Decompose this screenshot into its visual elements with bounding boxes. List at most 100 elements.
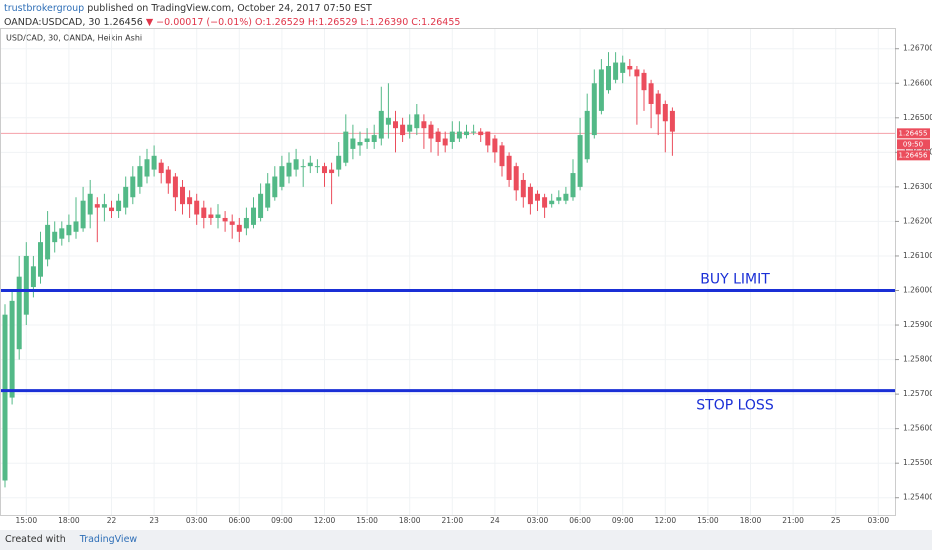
candle-body: [66, 224, 72, 236]
y-tick-label: 1.26600: [903, 78, 932, 87]
level-label: BUY LIMIT: [700, 271, 770, 287]
candle-body: [549, 200, 555, 205]
author[interactable]: trustbrokergroup: [4, 3, 85, 14]
candle-body: [187, 197, 193, 205]
candle-body: [307, 162, 313, 167]
candle-body: [669, 110, 675, 132]
y-tick-label: 1.26200: [903, 216, 932, 225]
y-tick-label: 1.26300: [903, 182, 932, 191]
footer: Created with TradingView: [0, 530, 932, 550]
candle-body: [172, 176, 178, 198]
candle-body: [314, 166, 320, 168]
change: ▼ −0.00017 (−0.01%): [145, 17, 252, 28]
candle-body: [38, 242, 43, 277]
brand[interactable]: TradingView: [79, 534, 138, 545]
header-line: OANDA:USDCAD, 30 1.26456 ▼ −0.00017 (−0.…: [4, 16, 460, 30]
candle-body: [655, 93, 661, 115]
candle-body: [407, 124, 413, 132]
price-tag-label: 1.26455: [899, 129, 928, 137]
candle-body: [208, 214, 214, 218]
candle-body: [563, 193, 569, 201]
candle-body: [123, 186, 129, 208]
last: 1.26456: [103, 17, 143, 28]
x-tick-label: 15:00: [697, 516, 719, 525]
y-tick-label: 1.26100: [903, 251, 932, 260]
candle-body: [570, 173, 576, 198]
candle-body: [641, 72, 647, 91]
candle-body: [357, 141, 363, 146]
x-tick-label: 15:00: [15, 516, 37, 525]
candle-body: [329, 169, 335, 174]
candle-body: [598, 69, 604, 111]
candle-body: [485, 131, 491, 146]
candle-body: [229, 221, 235, 225]
y-tick-label: 1.26500: [903, 113, 932, 122]
candle-body: [336, 155, 342, 170]
price-tag: [897, 139, 930, 150]
candle-body: [45, 224, 51, 260]
candle-body: [300, 166, 306, 168]
candle-body: [23, 255, 29, 315]
candle-body: [606, 65, 611, 91]
candle-body: [662, 103, 668, 122]
candle-body: [165, 169, 171, 184]
candle-body: [201, 207, 207, 218]
candle-body: [627, 65, 633, 70]
candle-body: [236, 224, 242, 232]
candle-body: [371, 135, 377, 142]
candle-body: [648, 83, 654, 104]
candle-body: [80, 200, 86, 229]
candle-body: [620, 62, 626, 73]
candle-body: [499, 145, 505, 167]
candle-body: [151, 155, 157, 170]
candle-body: [591, 83, 597, 136]
x-tick-label: 03:00: [186, 516, 208, 525]
candle-body: [449, 131, 455, 142]
candle-body: [215, 214, 221, 218]
y-tick-label: 1.25900: [903, 320, 932, 329]
candle-body: [258, 193, 264, 218]
candle-body: [101, 204, 107, 208]
candle-body: [556, 197, 562, 201]
x-tick-label: 23: [149, 516, 159, 525]
y-tick-label: 1.26000: [903, 285, 932, 294]
y-tick-label: 1.25700: [903, 389, 932, 398]
candle-body: [471, 131, 477, 133]
candle-body: [9, 300, 15, 398]
candle-body: [378, 110, 384, 139]
candle-body: [577, 135, 583, 187]
symbol: OANDA:USDCAD, 30: [4, 17, 101, 28]
candle-body: [535, 193, 540, 201]
y-tick-label: 1.25500: [903, 458, 932, 467]
candle-body: [464, 131, 469, 136]
candle-body: [116, 200, 122, 212]
candle-body: [73, 221, 79, 232]
x-tick-label: 18:00: [740, 516, 762, 525]
plot-frame: [0, 28, 896, 516]
x-tick-label: 12:00: [314, 516, 336, 525]
candle-body: [520, 179, 526, 198]
ohlc: O:1.26529 H:1.26529 L:1.26390 C:1.26455: [255, 17, 461, 28]
price-tag-label: 09:50: [903, 140, 923, 148]
candle-body: [343, 131, 349, 163]
x-tick-label: 18:00: [58, 516, 80, 525]
candle-body: [222, 217, 228, 222]
price-tag-label: 1.26456: [899, 151, 928, 159]
candle-body: [634, 69, 640, 77]
candle-body: [180, 186, 185, 205]
candle-body: [350, 138, 356, 149]
x-tick-label: 21:00: [782, 516, 804, 525]
chart: USD/CAD, 30, OANDA, Heikin Ashi 1.25400 1…: [0, 28, 932, 525]
candle-body: [414, 114, 420, 129]
candle-body: [137, 166, 143, 187]
candle-body: [400, 124, 406, 136]
x-tick-label: 21:00: [441, 516, 463, 525]
candle-body: [158, 162, 164, 174]
candle-body: [428, 124, 434, 139]
x-tick-label: 12:00: [654, 516, 676, 525]
candle-body: [251, 207, 256, 225]
price-tag: [897, 128, 930, 139]
candle-body: [265, 183, 271, 208]
x-tick-label: 06:00: [228, 516, 250, 525]
y-tick-label: 1.25400: [903, 493, 932, 502]
